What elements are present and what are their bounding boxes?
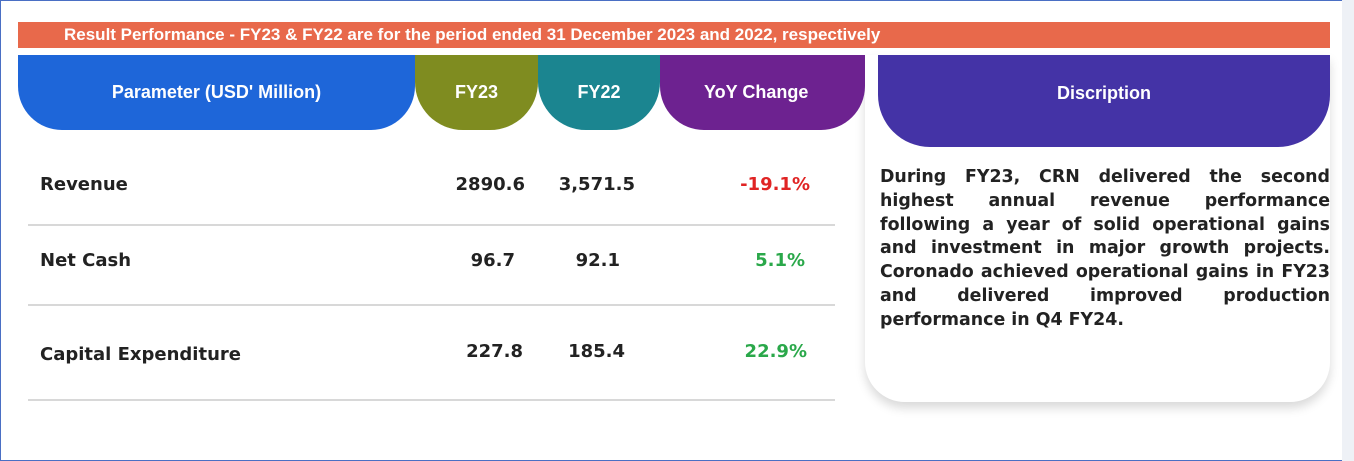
fy23-cell: 2890.6 <box>455 174 525 195</box>
parameter-cell: Net Cash <box>40 250 132 271</box>
header-description: Discription <box>878 55 1330 147</box>
fy22-cell: 185.4 <box>568 341 625 362</box>
row-divider <box>28 399 835 401</box>
fy22-cell: 3,571.5 <box>558 174 635 195</box>
header-fy22: FY22 <box>538 55 660 130</box>
fy23-cell: 227.8 <box>466 341 523 362</box>
parameter-cell: Capital Expenditure <box>40 344 241 365</box>
fy22-cell: 92.1 <box>575 250 620 271</box>
header-fy23: FY23 <box>415 55 538 130</box>
yoy-cell: -19.1% <box>740 174 810 195</box>
row-divider <box>28 224 835 226</box>
yoy-cell: 5.1% <box>755 250 805 271</box>
header-yoy: YoY Change <box>660 55 865 130</box>
row-divider <box>28 304 835 306</box>
title-banner: Result Performance - FY23 & FY22 are for… <box>18 22 1330 48</box>
header-parameter: Parameter (USD' Million) <box>18 55 415 130</box>
parameter-cell: Revenue <box>40 174 128 195</box>
right-margin <box>1342 0 1354 461</box>
description-text: During FY23, CRN delivered the second hi… <box>880 167 1330 330</box>
yoy-cell: 22.9% <box>744 341 807 362</box>
fy23-cell: 96.7 <box>470 250 515 271</box>
